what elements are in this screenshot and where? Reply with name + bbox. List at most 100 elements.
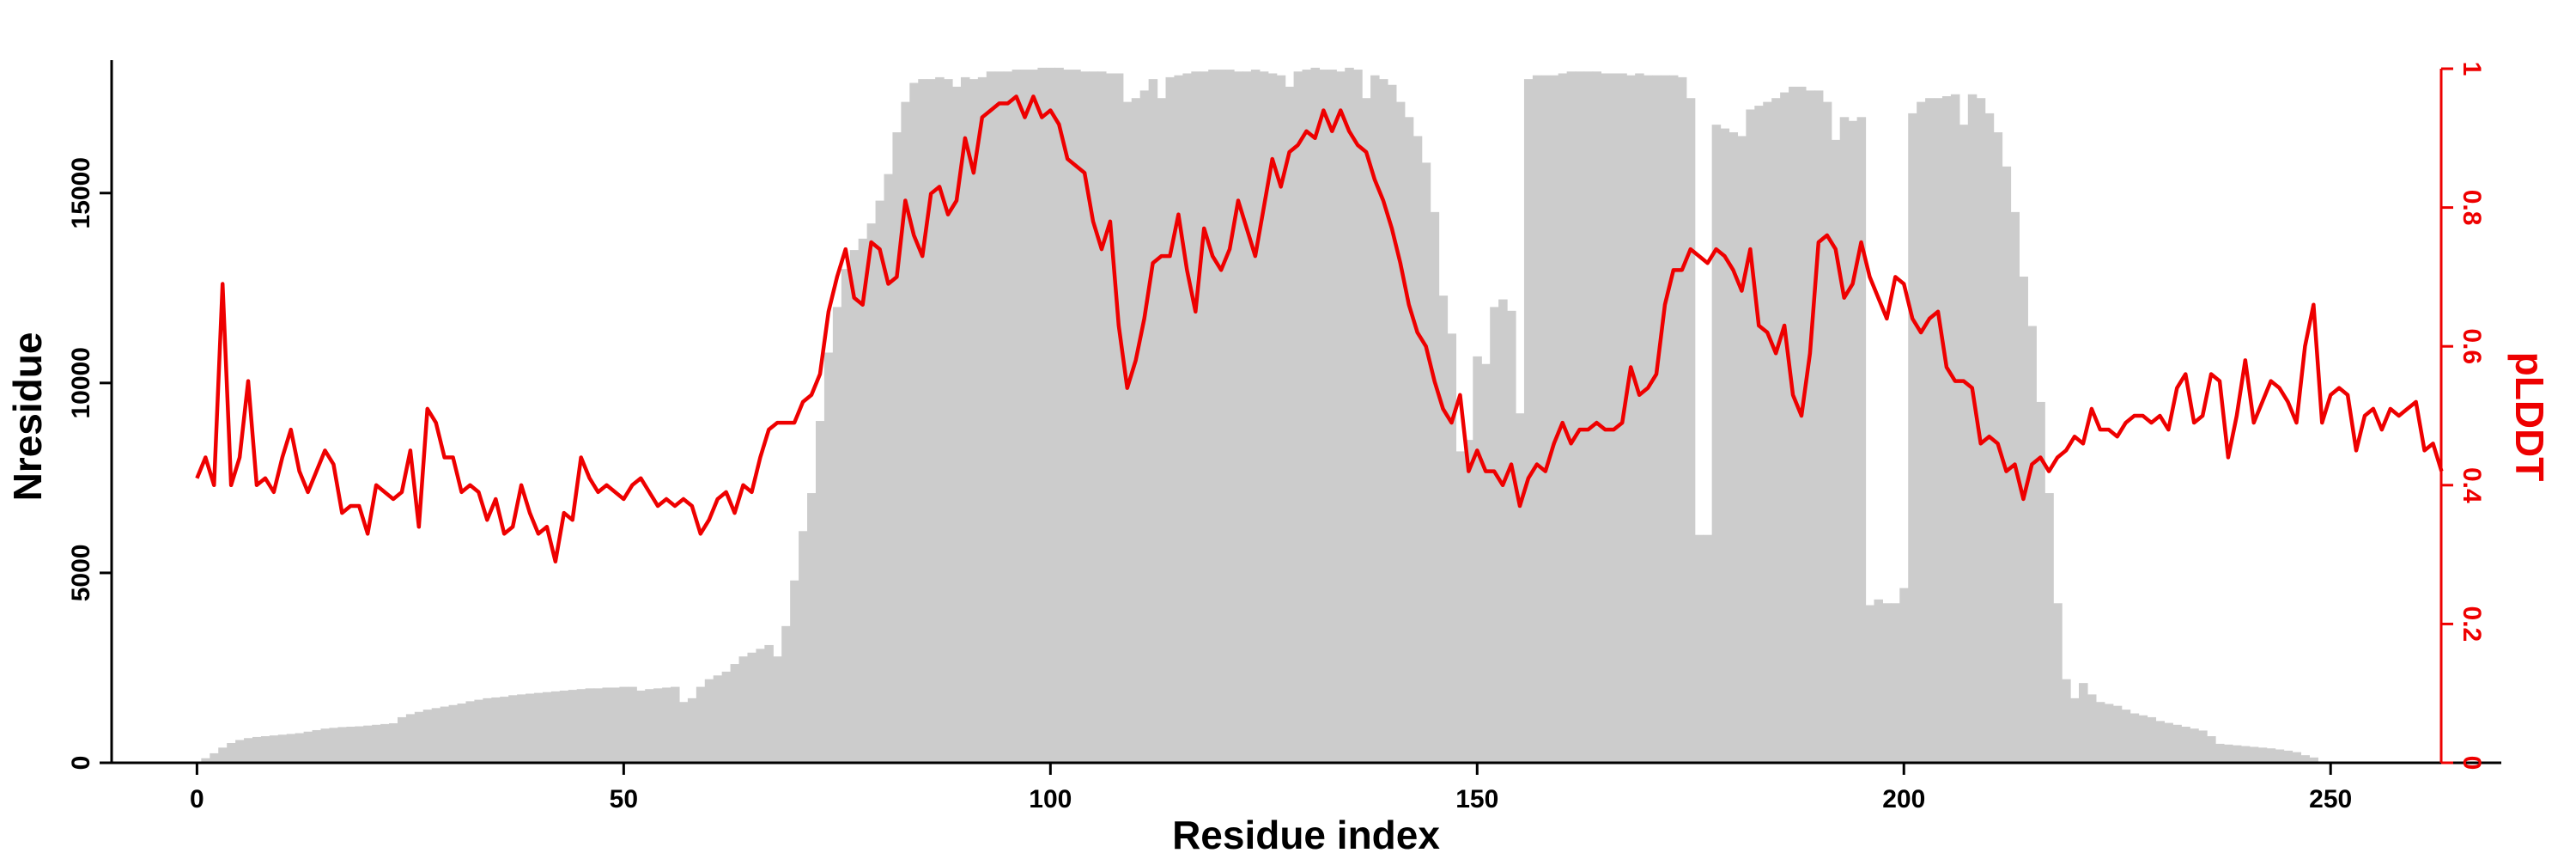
bar (730, 664, 740, 763)
y2-tick-label: 0 (2458, 756, 2486, 771)
bar (1601, 73, 1610, 764)
bar (1677, 76, 1687, 763)
bar (2257, 747, 2268, 763)
bar (1660, 75, 1670, 763)
bar (799, 531, 808, 763)
bar (1959, 125, 1969, 764)
bar (457, 704, 467, 763)
residue-count-bars (201, 67, 2318, 764)
bar (687, 698, 697, 763)
y-tick-label: 0 (67, 756, 95, 771)
bar (1780, 92, 1789, 763)
bar (1020, 70, 1030, 764)
bar (1464, 440, 1473, 763)
bar (1362, 98, 1371, 764)
bar (1797, 86, 1807, 763)
bar (1430, 211, 1440, 764)
bar (201, 758, 210, 763)
bar (1217, 70, 1226, 764)
bar (2019, 277, 2028, 763)
bar (1754, 106, 1764, 763)
bar (2027, 326, 2037, 763)
bar (1421, 162, 1431, 763)
bar (491, 697, 501, 763)
bar (671, 686, 680, 763)
bar (738, 656, 749, 763)
bar (286, 734, 296, 763)
bar (1728, 132, 1739, 763)
bar (422, 710, 433, 763)
bar (1046, 67, 1055, 764)
bar (832, 307, 842, 763)
bar (1404, 117, 1414, 763)
bar (1089, 71, 1098, 763)
bar (628, 686, 637, 763)
bar (2172, 724, 2182, 763)
bar (1234, 71, 1243, 763)
bar (1899, 588, 1909, 763)
bar (1242, 71, 1252, 763)
bar (576, 689, 586, 763)
y-axis-title: Nresidue (5, 332, 50, 502)
bar (866, 223, 877, 763)
bar (952, 86, 962, 763)
bar (1934, 98, 1943, 764)
bar (994, 71, 1005, 763)
x-tick-label: 100 (1029, 785, 1072, 813)
bar (1293, 71, 1303, 763)
bar (269, 735, 279, 763)
bar (756, 649, 765, 763)
bar (235, 740, 245, 763)
bar (611, 687, 620, 763)
bar (1789, 86, 1798, 763)
bar (721, 671, 732, 763)
bar (1882, 603, 1892, 763)
bar (823, 352, 834, 763)
y2-tick-label: 1 (2458, 62, 2486, 76)
bar (2275, 749, 2285, 763)
bar (918, 79, 927, 764)
bar (1771, 98, 1781, 764)
bar (678, 702, 689, 763)
bar (790, 580, 799, 763)
bar (1737, 136, 1747, 763)
bar (303, 731, 313, 763)
bar (337, 727, 347, 763)
plddt-line (195, 94, 2444, 564)
bar (1345, 67, 1354, 764)
bar (636, 690, 646, 763)
bar (2147, 716, 2157, 763)
bar (977, 76, 987, 763)
bar (1072, 70, 1081, 764)
bar (2044, 493, 2054, 763)
bar (1191, 71, 1200, 763)
bar (662, 687, 671, 763)
bar (1455, 451, 1465, 763)
bar (533, 692, 544, 763)
bar (2240, 746, 2251, 763)
y2-tick-label: 0.4 (2458, 467, 2486, 503)
bar (2112, 705, 2123, 763)
bar (2129, 713, 2140, 763)
bar (773, 656, 782, 763)
bar (2155, 721, 2165, 763)
bar (807, 493, 817, 763)
y2-tick-label: 0.8 (2458, 190, 2486, 226)
bar (312, 729, 322, 763)
bar (2010, 211, 2020, 764)
bar (1532, 75, 1542, 763)
bar (1319, 70, 1328, 764)
bar (1558, 73, 1568, 764)
bar (277, 734, 288, 763)
bar (2053, 603, 2063, 763)
bar (431, 708, 441, 763)
bar (2283, 750, 2293, 763)
bar (1481, 363, 1491, 763)
bar (2138, 715, 2148, 763)
bar (2104, 704, 2114, 763)
bar (474, 699, 483, 763)
bar (1139, 90, 1150, 764)
bar (884, 174, 894, 763)
bar (1507, 310, 1516, 764)
bar (2095, 702, 2105, 763)
